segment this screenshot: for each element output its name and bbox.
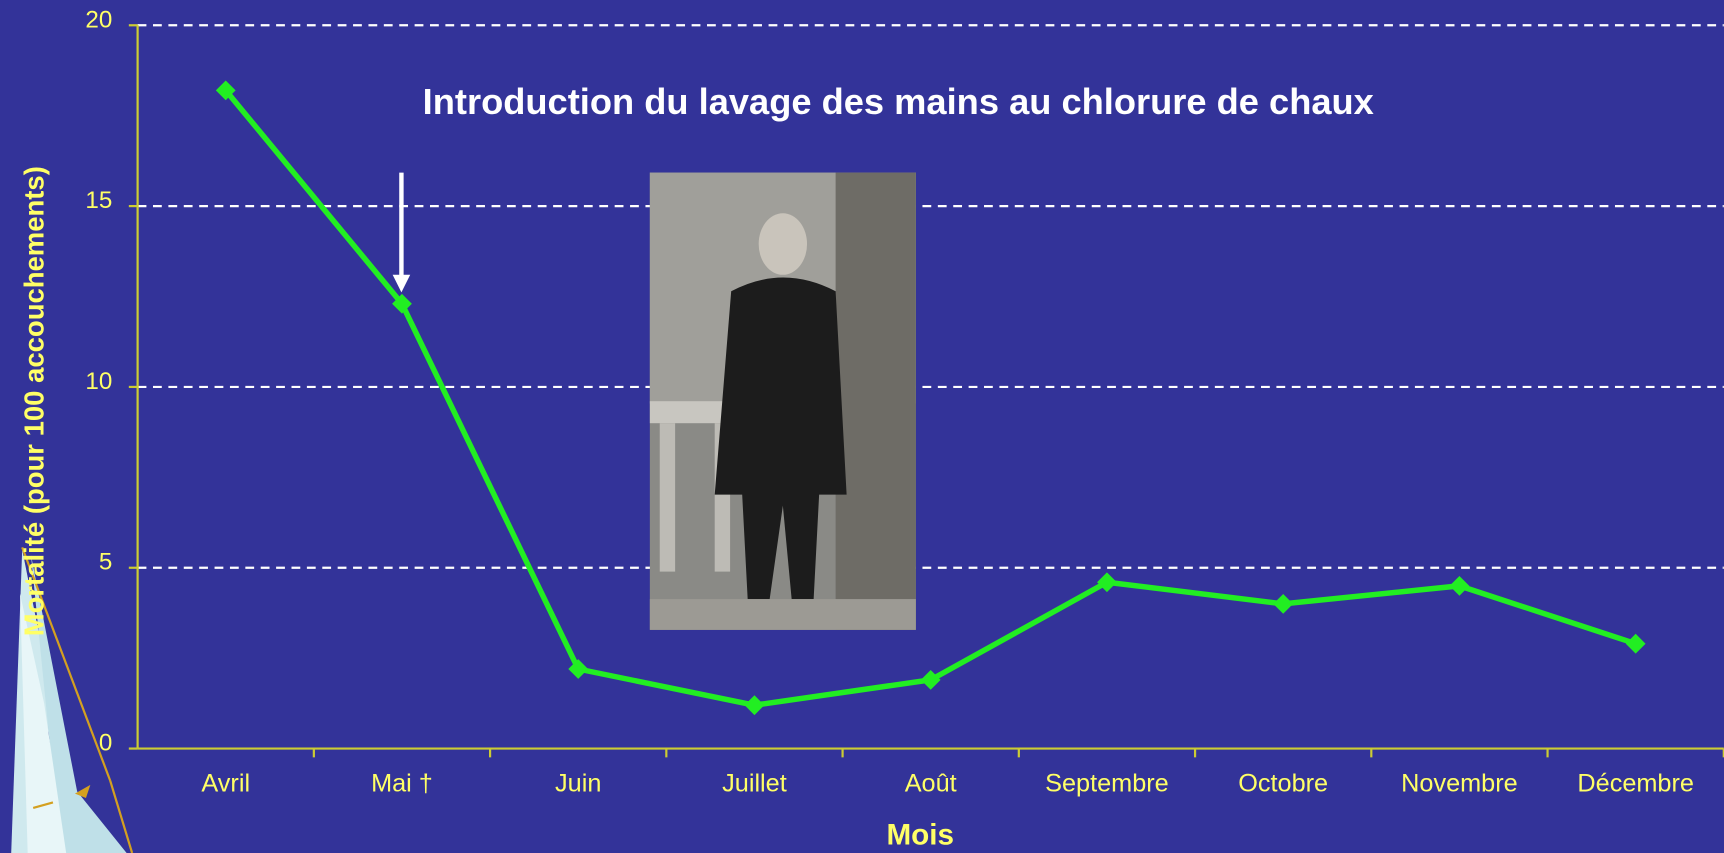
x-tick-label: Août bbox=[905, 770, 957, 798]
photo bbox=[650, 173, 916, 630]
y-axis-title: Mortalité (pour 100 accouchements) bbox=[19, 166, 50, 636]
y-tick-label: 0 bbox=[99, 730, 112, 757]
y-tick-label: 15 bbox=[85, 187, 112, 214]
y-tick-label: 5 bbox=[99, 549, 112, 576]
y-tick-label: 10 bbox=[85, 368, 112, 395]
x-axis-title: Mois bbox=[886, 818, 954, 851]
x-tick-label: Novembre bbox=[1401, 770, 1518, 798]
x-tick-label: Juin bbox=[555, 770, 601, 798]
x-tick-label: Octobre bbox=[1238, 770, 1328, 798]
x-tick-label: Avril bbox=[201, 770, 250, 798]
chart: Introduction du lavage des mains au chlo… bbox=[0, 0, 1724, 853]
annotation: Introduction du lavage des mains au chlo… bbox=[423, 81, 1374, 122]
x-tick-label: Décembre bbox=[1577, 770, 1694, 798]
x-tick-label: Septembre bbox=[1045, 770, 1169, 798]
y-tick-label: 20 bbox=[85, 6, 112, 33]
x-tick-label: Juillet bbox=[722, 770, 787, 798]
page: {"chart_data": {"type": "line", "x_label… bbox=[0, 0, 1724, 853]
x-tick-label: Mai † bbox=[371, 770, 433, 798]
